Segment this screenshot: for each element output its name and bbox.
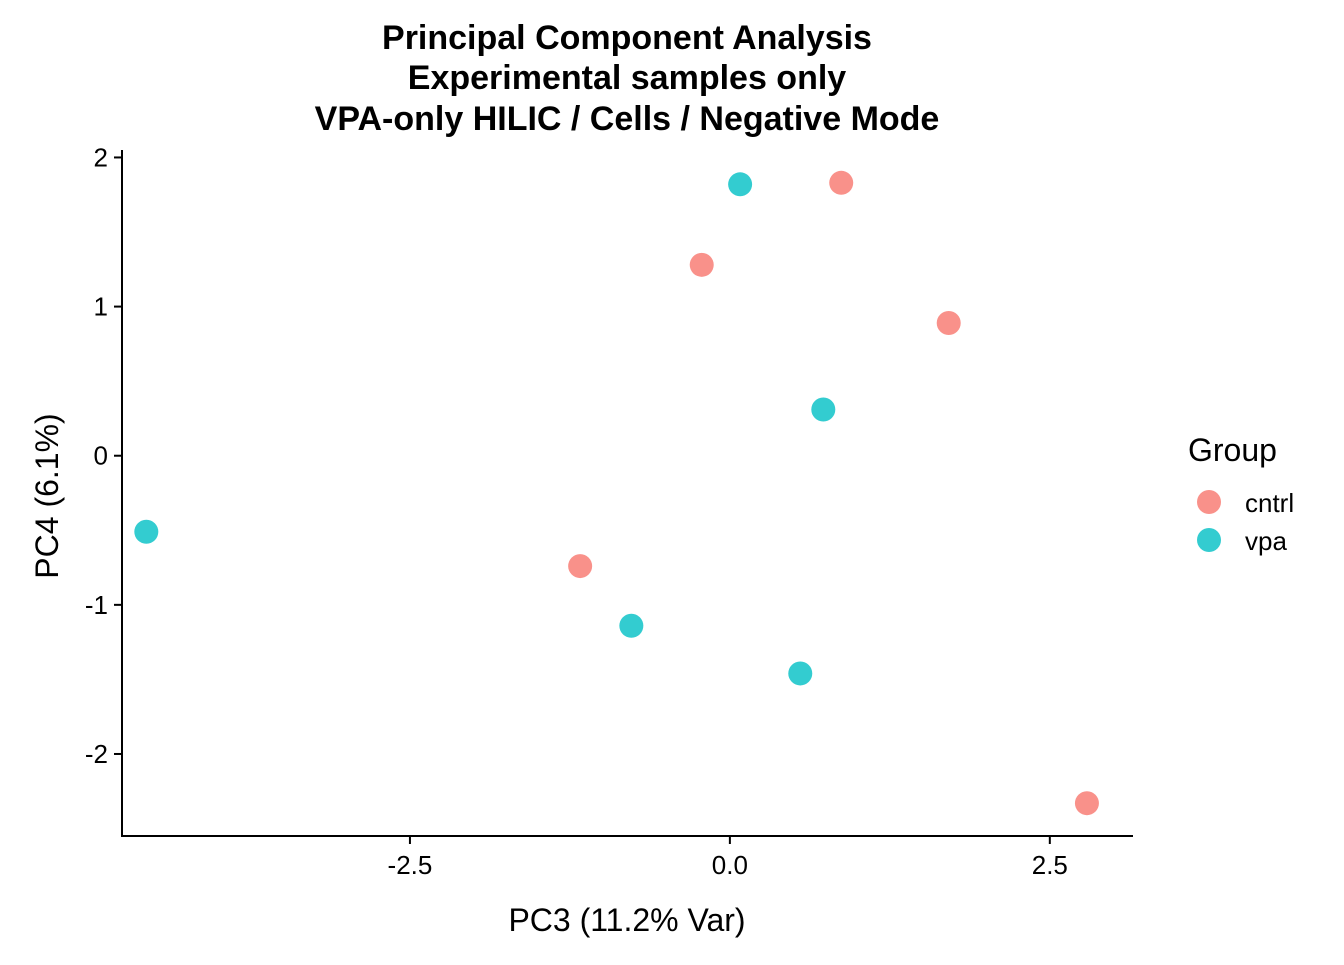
data-point-vpa bbox=[619, 613, 644, 638]
chart-title-line-1: Principal Component Analysis bbox=[382, 19, 872, 57]
chart-title-line-3: VPA-only HILIC / Cells / Negative Mode bbox=[315, 100, 940, 138]
data-points bbox=[134, 170, 1099, 816]
y-tick-label: 0 bbox=[94, 441, 108, 471]
data-point-cntrl bbox=[689, 252, 714, 277]
y-tick-label: -2 bbox=[85, 739, 108, 769]
data-point-vpa bbox=[728, 172, 753, 197]
data-point-cntrl bbox=[1074, 791, 1099, 816]
data-point-vpa bbox=[811, 397, 836, 422]
chart-title-line-2: Experimental samples only bbox=[408, 59, 846, 97]
legend: Group cntrl vpa bbox=[1188, 432, 1294, 556]
y-tick-label: 2 bbox=[94, 142, 108, 172]
x-tick-label: 0.0 bbox=[712, 850, 748, 880]
y-tick-label: -1 bbox=[85, 590, 108, 620]
legend-key-vpa bbox=[1197, 528, 1221, 552]
y-tick-label: 1 bbox=[94, 292, 108, 322]
data-point-vpa bbox=[788, 661, 813, 686]
x-tick-label: 2.5 bbox=[1032, 850, 1068, 880]
legend-label-vpa: vpa bbox=[1245, 526, 1287, 556]
data-point-cntrl bbox=[829, 170, 854, 195]
x-axis-title: PC3 (11.2% Var) bbox=[508, 902, 745, 938]
axes bbox=[121, 150, 1133, 837]
y-axis-title: PC4 (6.1%) bbox=[29, 413, 65, 578]
chart-title: Principal Component Analysis Experimenta… bbox=[315, 19, 940, 138]
data-point-vpa bbox=[134, 519, 159, 544]
data-point-cntrl bbox=[568, 554, 593, 579]
data-point-cntrl bbox=[936, 310, 961, 335]
legend-label-cntrl: cntrl bbox=[1245, 488, 1294, 518]
legend-title: Group bbox=[1188, 432, 1277, 468]
legend-key-cntrl bbox=[1197, 490, 1221, 514]
axis-ticks: -2.5 0.0 2.5 -2 -1 0 1 2 bbox=[85, 142, 1068, 880]
x-tick-label: -2.5 bbox=[388, 850, 433, 880]
